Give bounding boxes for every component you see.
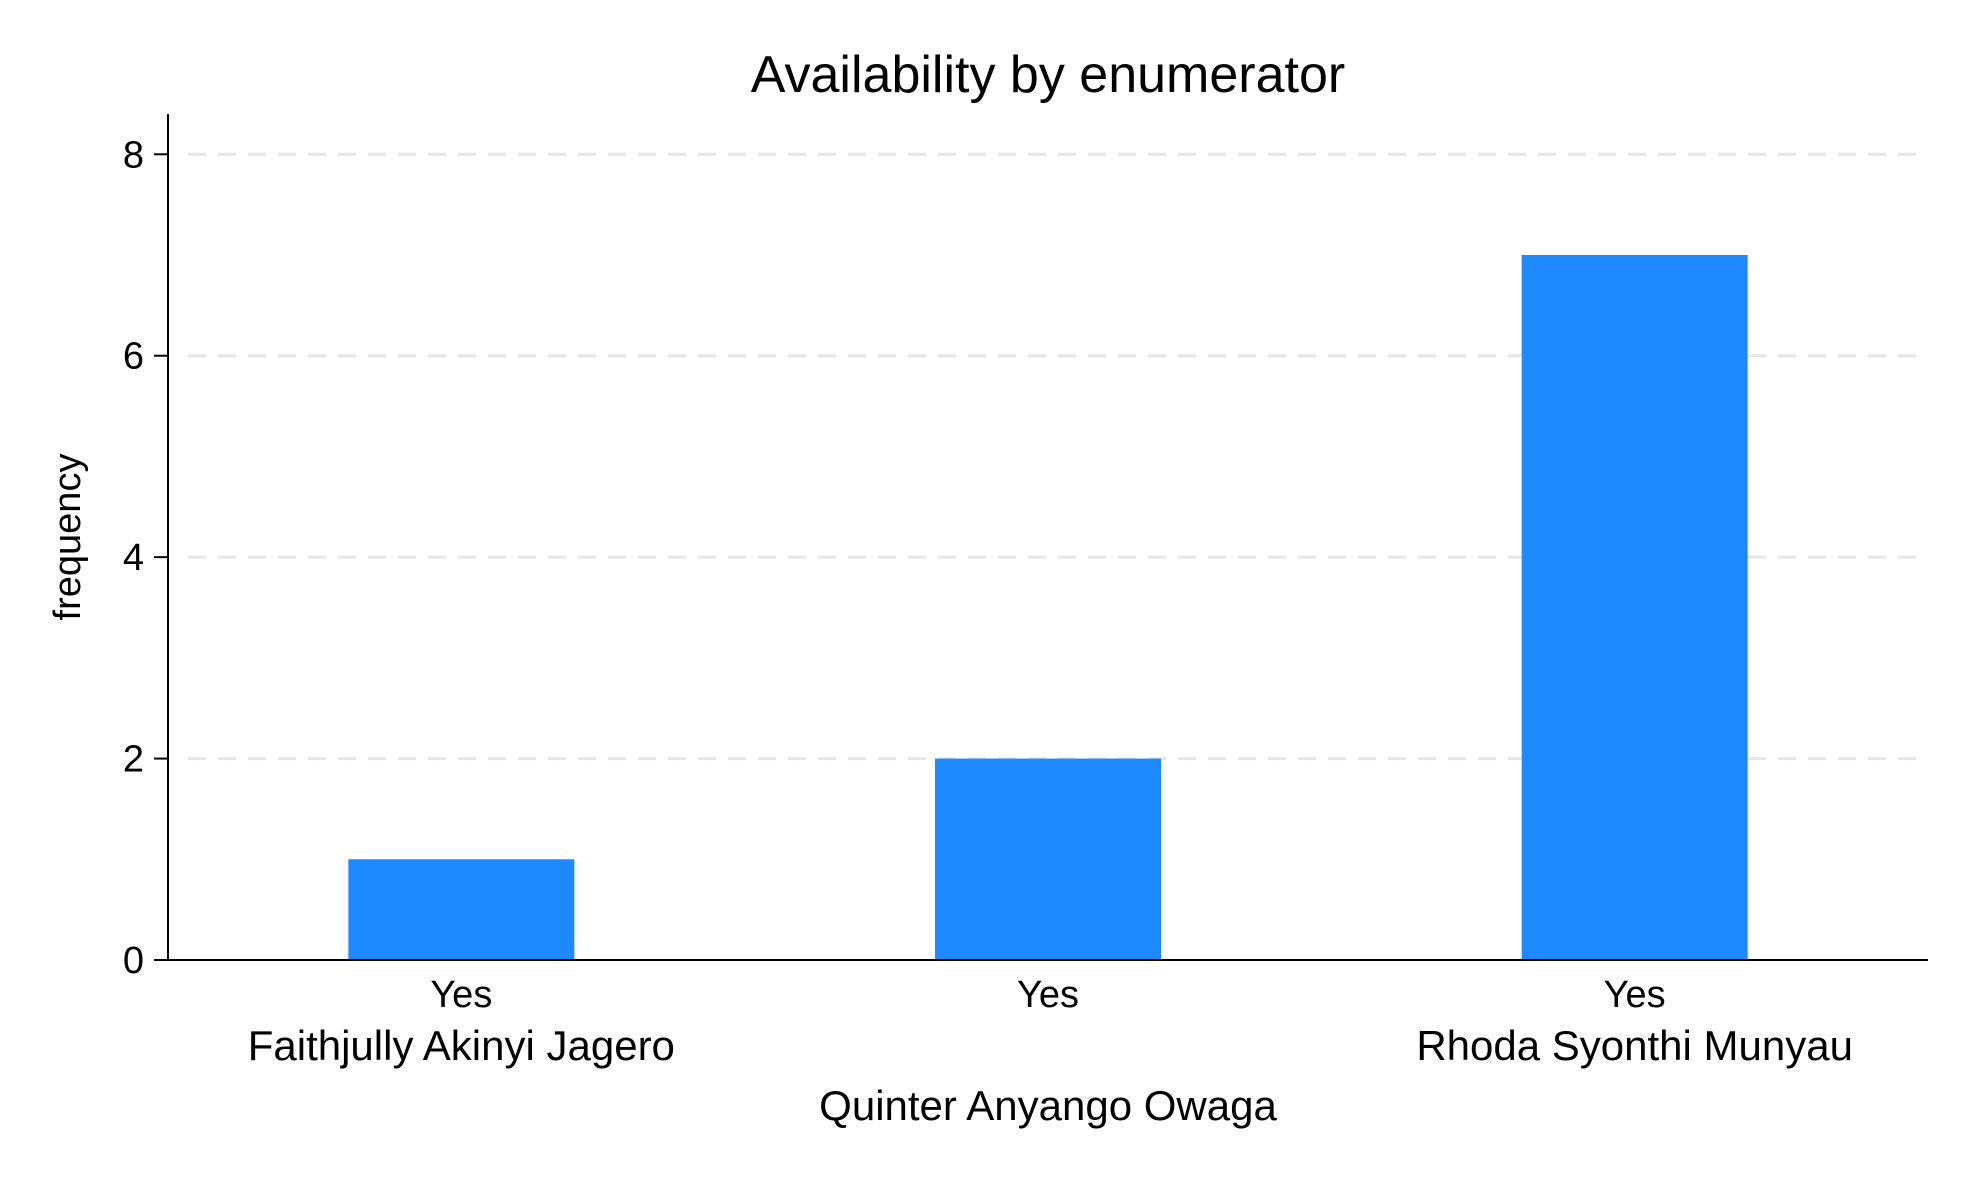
x-category-label-1: Quinter Anyango Owaga (819, 1082, 1277, 1129)
chart-title: Availability by enumerator (751, 46, 1345, 104)
axes (167, 114, 1928, 961)
bar-0 (348, 859, 575, 960)
x-category-label-0: Faithjully Akinyi Jagero (248, 1022, 675, 1069)
y-tick-label-2: 4 (123, 537, 144, 579)
y-axis-ticks: 0 2 4 6 8 (123, 134, 168, 982)
x-category-label-2: Rhoda Syonthi Munyau (1416, 1022, 1853, 1069)
y-tick-label-3: 6 (123, 336, 144, 378)
bar-1 (935, 758, 1161, 960)
x-sub-label-1: Yes (1017, 974, 1079, 1016)
y-axis-label: frequency (47, 454, 89, 621)
x-sub-label-0: Yes (430, 974, 492, 1016)
bar-2 (1521, 255, 1748, 960)
y-tick-label-0: 0 (123, 940, 144, 982)
x-sub-label-2: Yes (1604, 974, 1666, 1016)
y-tick-label-1: 2 (123, 739, 144, 781)
y-tick-label-4: 8 (123, 134, 144, 176)
bars (348, 255, 1748, 960)
x-axis-labels: Yes Faithjully Akinyi Jagero Yes Quinter An… (248, 974, 1853, 1129)
